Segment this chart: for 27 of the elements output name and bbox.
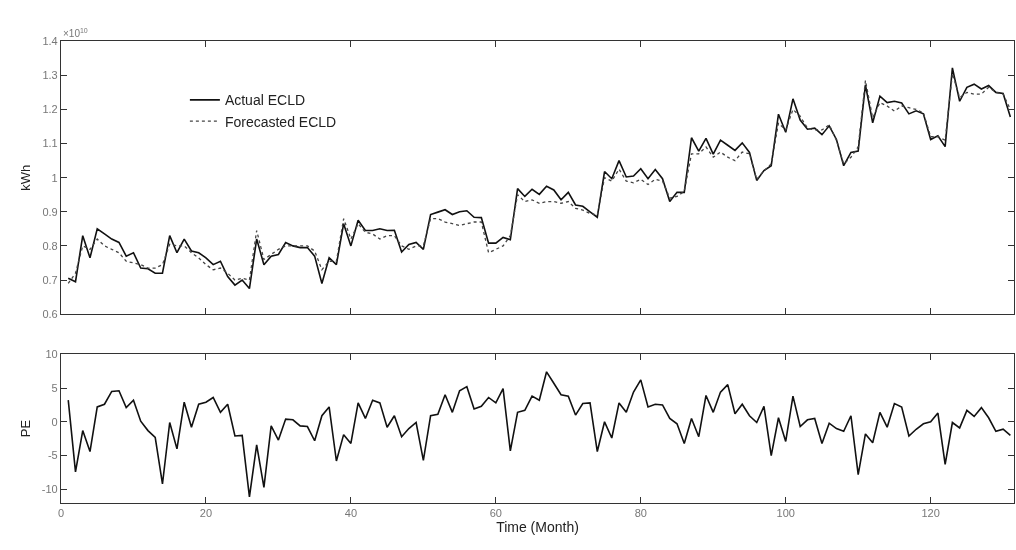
line-series [67, 371, 1012, 498]
y-tick-label: 1.4 [42, 35, 58, 48]
y-axis-title: PE [17, 419, 33, 438]
text: ×10$^{10}$ [63, 27, 88, 40]
y-tick-label: 1.3 [42, 69, 58, 82]
legend-label: Actual ECLD [224, 92, 306, 109]
x-tick-label: 60 [489, 507, 502, 520]
y-tick-label: -10 [41, 483, 58, 496]
y-tick-label: 1.1 [42, 137, 58, 150]
y-tick-label: 5 [51, 381, 58, 394]
y-tick-label: 0.7 [42, 273, 58, 286]
y-axis-title: kWh [18, 164, 34, 191]
x-axis-title: Time (Month) [496, 519, 579, 536]
x-tick-label: 20 [199, 507, 213, 520]
x-tick-label: 40 [344, 507, 358, 520]
x-tick-label: 80 [634, 507, 647, 520]
y-tick-label: 0.8 [42, 239, 58, 252]
y-tick-label: 0.6 [42, 307, 58, 320]
y-tick-label: 0 [51, 415, 58, 428]
x-tick-label: 120 [921, 507, 940, 520]
y-tick-label: 1.2 [42, 103, 58, 116]
y-tick-label: 10 [45, 348, 58, 361]
x-tick-label: 100 [776, 507, 795, 520]
y-tick-label: 1 [51, 171, 58, 184]
y-tick-label: 0.9 [42, 205, 58, 218]
legend-label: Forecasted ECLD [224, 113, 337, 130]
y-tick-label: -5 [47, 449, 58, 462]
